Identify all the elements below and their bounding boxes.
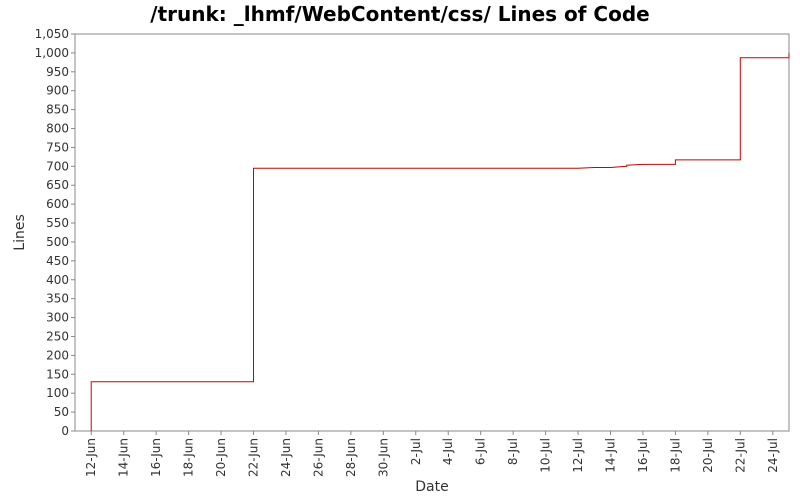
x-tick-label: 10-Jul — [539, 438, 553, 473]
x-tick-label: 14-Jul — [604, 438, 618, 473]
x-tick-label: 12-Jun — [84, 438, 98, 477]
y-tick-label: 400 — [46, 273, 69, 287]
y-tick-label: 650 — [46, 178, 69, 192]
y-tick-label: 850 — [46, 103, 69, 117]
y-tick-label: 0 — [61, 424, 69, 438]
y-tick-label: 1,000 — [35, 46, 69, 60]
x-axis-title: Date — [415, 479, 448, 495]
y-tick-label: 700 — [46, 159, 69, 173]
y-tick-label: 900 — [46, 84, 69, 98]
x-tick-label: 2-Jul — [409, 438, 423, 465]
y-tick-label: 350 — [46, 292, 69, 306]
x-axis: 12-Jun 14-Jun 16-Jun 18-Jun 20-Jun 22-Jun 24-J… — [84, 431, 780, 477]
x-tick-label: 8-Jul — [506, 438, 520, 465]
y-tick-label: 950 — [46, 65, 69, 79]
y-tick-label: 150 — [46, 367, 69, 381]
x-tick-label: 18-Jul — [668, 438, 682, 473]
plot-area — [74, 33, 790, 432]
y-tick-label: 550 — [46, 216, 69, 230]
x-tick-label: 18-Jun — [182, 438, 196, 477]
y-tick-label: 300 — [46, 311, 69, 325]
x-tick-label: 16-Jul — [636, 438, 650, 473]
x-tick-label: 30-Jun — [376, 438, 390, 477]
x-tick-label: 22-Jun — [247, 438, 261, 477]
x-tick-label: 20-Jun — [214, 438, 228, 477]
x-tick-label: 14-Jun — [117, 438, 131, 477]
x-tick-label: 24-Jul — [766, 438, 780, 473]
y-tick-label: 100 — [46, 386, 69, 400]
y-tick-label: 450 — [46, 254, 69, 268]
x-tick-label: 6-Jul — [474, 438, 488, 465]
x-tick-label: 12-Jul — [571, 438, 585, 473]
x-tick-label: 16-Jun — [149, 438, 163, 477]
x-tick-label: 24-Jun — [279, 438, 293, 477]
x-tick-label: 4-Jul — [441, 438, 455, 465]
y-axis: 0 50 100 150 200 250 300 350 400 450 500 550 600 650 7… — [35, 27, 75, 438]
y-tick-label: 200 — [46, 348, 69, 362]
x-tick-label: 28-Jun — [344, 438, 358, 477]
x-tick-label: 22-Jul — [733, 438, 747, 473]
lines-of-code-series-line — [90, 52, 790, 431]
y-tick-label: 800 — [46, 122, 69, 136]
y-tick-label: 50 — [54, 405, 69, 419]
x-tick-label: 26-Jun — [311, 438, 325, 477]
y-tick-label: 750 — [46, 140, 69, 154]
y-tick-label: 250 — [46, 329, 69, 343]
x-tick-label: 20-Jul — [701, 438, 715, 473]
chart-title: /trunk: _lhmf/WebContent/css/ Lines of C… — [150, 2, 650, 26]
y-tick-label: 1,050 — [35, 27, 69, 41]
y-axis-title: Lines — [12, 214, 28, 250]
y-tick-label: 600 — [46, 197, 69, 211]
y-tick-label: 500 — [46, 235, 69, 249]
